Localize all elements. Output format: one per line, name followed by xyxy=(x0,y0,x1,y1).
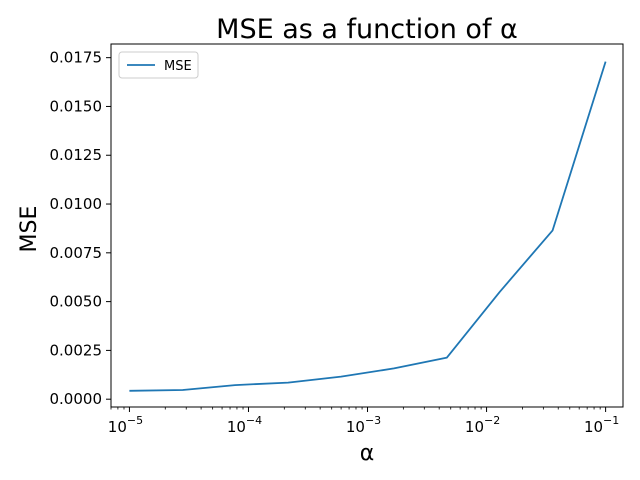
x-tick-label: 10−2 xyxy=(465,414,500,436)
x-tick-label: 10−4 xyxy=(227,414,262,436)
y-tick-label: 0.0125 xyxy=(50,146,103,164)
axes-frame xyxy=(110,43,624,408)
y-axis-ticks: 0.0000 0.0025 0.0050 0.0075 0.0100 0.0125 0.01… xyxy=(50,49,111,408)
x-axis-label: α xyxy=(360,441,375,466)
y-axis-label: MSE xyxy=(17,206,42,253)
x-axis-ticks: 10−5 10−4 10−3 10−2 10−1 xyxy=(108,407,619,436)
y-tick-label: 0.0075 xyxy=(50,244,103,262)
y-tick-label: 0.0025 xyxy=(50,341,103,359)
chart-title: MSE as a function of α xyxy=(216,14,518,45)
legend: MSE xyxy=(118,51,199,79)
y-tick-label: 0.0150 xyxy=(50,97,103,115)
x-tick-label: 10−5 xyxy=(108,414,143,436)
x-tick-label: 10−3 xyxy=(346,414,381,436)
y-tick-label: 0.0100 xyxy=(50,195,103,213)
plot-area xyxy=(129,61,607,392)
y-tick-label: 0.0175 xyxy=(50,49,103,67)
y-tick-label: 0.0000 xyxy=(50,390,103,408)
y-tick-label: 0.0050 xyxy=(50,293,103,311)
series-line-mse xyxy=(129,61,607,392)
legend-label-mse: MSE xyxy=(164,59,192,74)
legend-box xyxy=(118,51,199,79)
x-tick-label: 10−1 xyxy=(584,414,619,436)
